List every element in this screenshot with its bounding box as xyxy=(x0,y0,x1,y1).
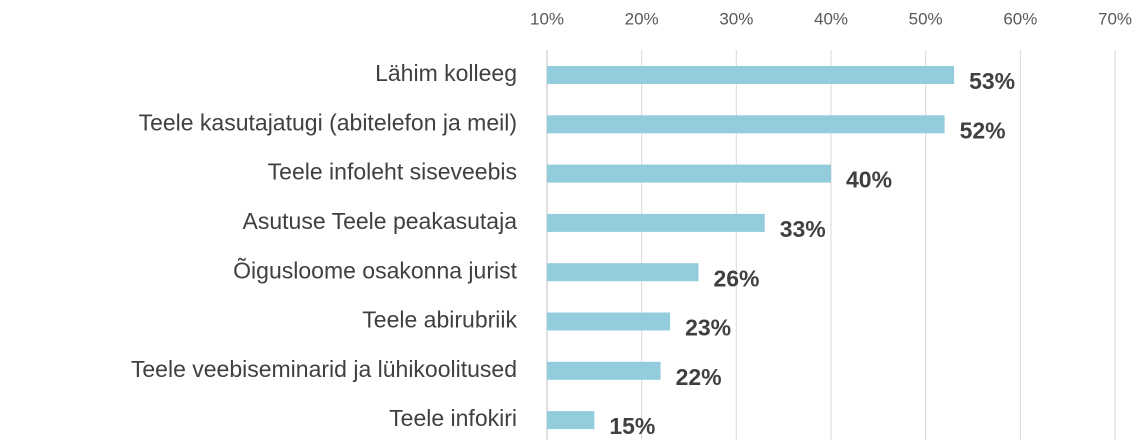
category-label: Teele abirubriik xyxy=(362,307,517,333)
category-label: Teele veebiseminarid ja lühikoolitused xyxy=(131,356,517,382)
category-label: Asutuse Teele peakasutaja xyxy=(243,208,518,234)
x-tick-label: 20% xyxy=(625,9,659,28)
x-tick-label: 70% xyxy=(1098,9,1132,28)
data-label: 53% xyxy=(969,68,1015,94)
bar xyxy=(547,312,671,331)
bar xyxy=(547,164,831,183)
bar xyxy=(547,213,765,232)
data-label: 40% xyxy=(846,167,892,193)
category-label: Teele infokiri xyxy=(389,405,517,431)
data-label: 52% xyxy=(960,117,1006,143)
bar xyxy=(547,411,595,430)
x-tick-label: 50% xyxy=(909,9,943,28)
category-label: Teele infoleht siseveebis xyxy=(268,159,517,185)
x-tick-label: 60% xyxy=(1003,9,1037,28)
x-tick-label: 10% xyxy=(530,9,564,28)
x-tick-label: 40% xyxy=(814,9,848,28)
category-label: Teele kasutajatugi (abitelefon ja meil) xyxy=(139,109,517,135)
bar xyxy=(547,115,945,134)
bar xyxy=(547,361,661,380)
data-label: 26% xyxy=(713,265,759,291)
category-label: Lähim kolleeg xyxy=(375,60,517,86)
data-label: 33% xyxy=(780,216,826,242)
x-tick-label: 30% xyxy=(719,9,753,28)
category-label: Õigusloome osakonna jurist xyxy=(233,256,517,283)
bar xyxy=(547,263,699,282)
data-label: 15% xyxy=(609,413,655,439)
data-label: 23% xyxy=(685,315,731,341)
data-label: 22% xyxy=(676,364,722,390)
bar xyxy=(547,66,955,84)
